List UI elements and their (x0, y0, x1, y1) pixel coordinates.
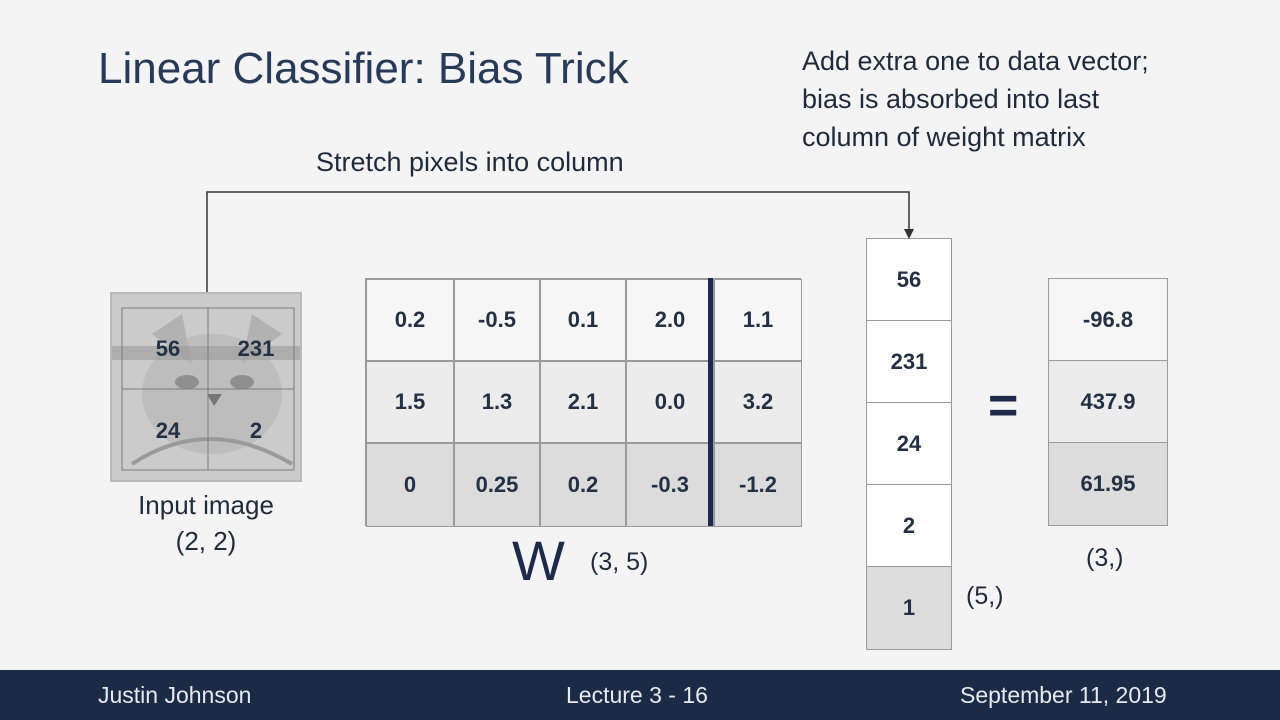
pixel-value: 231 (237, 336, 275, 361)
slide: Linear Classifier: Bias Trick Add extra … (0, 0, 1280, 670)
vector-cell: 2 (867, 485, 951, 567)
data-vector-dims: (5,) (966, 582, 1004, 610)
output-vector-dims: (3,) (1086, 544, 1124, 572)
footer-bar: Justin Johnson Lecture 3 - 16 September … (0, 670, 1280, 720)
matrix-cell: -0.3 (626, 443, 714, 527)
weight-matrix: 0.2 -0.5 0.1 2.0 1.1 1.5 1.3 2.1 0.0 3.2… (365, 278, 802, 527)
output-cell: 61.95 (1049, 443, 1167, 525)
input-image: 56 231 24 2 (110, 292, 302, 482)
matrix-cell: 1.3 (454, 361, 540, 443)
data-vector: 56 231 24 2 1 (866, 238, 952, 650)
bias-column-divider (708, 278, 713, 526)
vector-cell-bias-one: 1 (867, 567, 951, 649)
matrix-cell: 0 (366, 443, 454, 527)
matrix-cell: 0.25 (454, 443, 540, 527)
stretch-label: Stretch pixels into column (316, 147, 624, 177)
vector-cell: 56 (867, 239, 951, 321)
output-cell: 437.9 (1049, 361, 1167, 443)
pixel-value: 56 (155, 336, 181, 361)
cat-image-icon (112, 294, 300, 480)
vector-cell: 24 (867, 403, 951, 485)
vector-cell: 231 (867, 321, 951, 403)
matrix-cell: -0.5 (454, 279, 540, 361)
matrix-cell: 0.0 (626, 361, 714, 443)
weight-matrix-label: W (512, 529, 565, 592)
output-cell: -96.8 (1049, 279, 1167, 361)
matrix-cell: -1.2 (714, 443, 802, 527)
pixel-value: 24 (155, 418, 181, 443)
pixel-value: 2 (249, 418, 263, 443)
matrix-cell: 0.2 (540, 443, 626, 527)
footer-author: Justin Johnson (98, 682, 252, 708)
footer-lecture: Lecture 3 - 16 (566, 682, 708, 708)
slide-title: Linear Classifier: Bias Trick (98, 44, 629, 93)
matrix-cell: 3.2 (714, 361, 802, 443)
matrix-cell: 1.5 (366, 361, 454, 443)
matrix-cell: 2.0 (626, 279, 714, 361)
matrix-cell: 1.1 (714, 279, 802, 361)
weight-matrix-dims: (3, 5) (590, 548, 649, 576)
matrix-cell: 0.1 (540, 279, 626, 361)
input-image-caption: Input image (138, 490, 274, 520)
stretch-arrow (206, 191, 914, 292)
input-image-dims: (2, 2) (175, 526, 237, 556)
bias-note: Add extra one to data vector; bias is ab… (802, 46, 1149, 152)
matrix-cell: 0.2 (366, 279, 454, 361)
equals-sign: = (988, 377, 1019, 435)
footer-date: September 11, 2019 (960, 682, 1167, 708)
output-vector: -96.8 437.9 61.95 (1048, 278, 1168, 526)
matrix-cell: 2.1 (540, 361, 626, 443)
